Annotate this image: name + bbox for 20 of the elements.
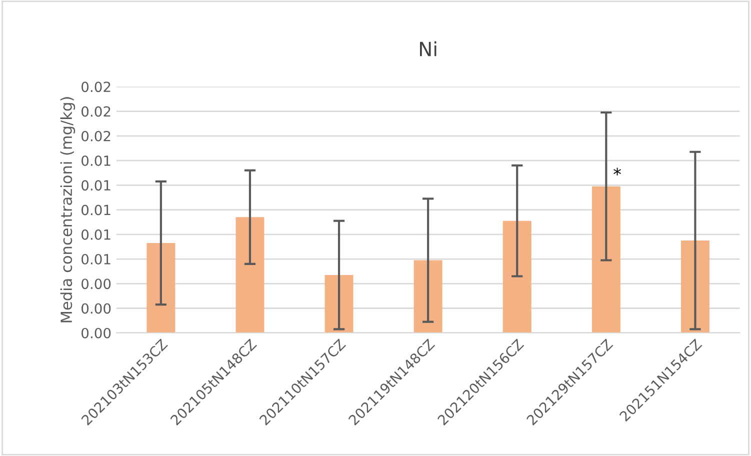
- chart-title: Ni: [420, 41, 436, 56]
- bar: [146, 243, 176, 333]
- y-tick-label: 0.02: [82, 82, 110, 92]
- y-axis-title: Media concentrazioni (mg/kg): [60, 97, 76, 322]
- bar: [414, 260, 442, 333]
- annotation: *: [614, 168, 621, 176]
- y-tick-label: 0.01: [82, 229, 110, 240]
- bar: [592, 186, 620, 333]
- y-tick-label: 0.00: [82, 328, 111, 338]
- bar: [236, 217, 264, 333]
- y-tick-label: 0.01: [82, 254, 110, 264]
- y-tick-label: 0.02: [82, 106, 110, 117]
- bar: [324, 275, 354, 333]
- y-tick-label: 0.00: [82, 303, 111, 314]
- y-tick-label: 0.01: [82, 155, 110, 166]
- y-tick-label: 0.01: [82, 180, 110, 191]
- y-tick-label: 0.01: [82, 204, 110, 216]
- y-tick-label: 0.00: [82, 278, 111, 290]
- bar: [502, 220, 532, 333]
- y-tick-label: 0.02: [82, 130, 110, 142]
